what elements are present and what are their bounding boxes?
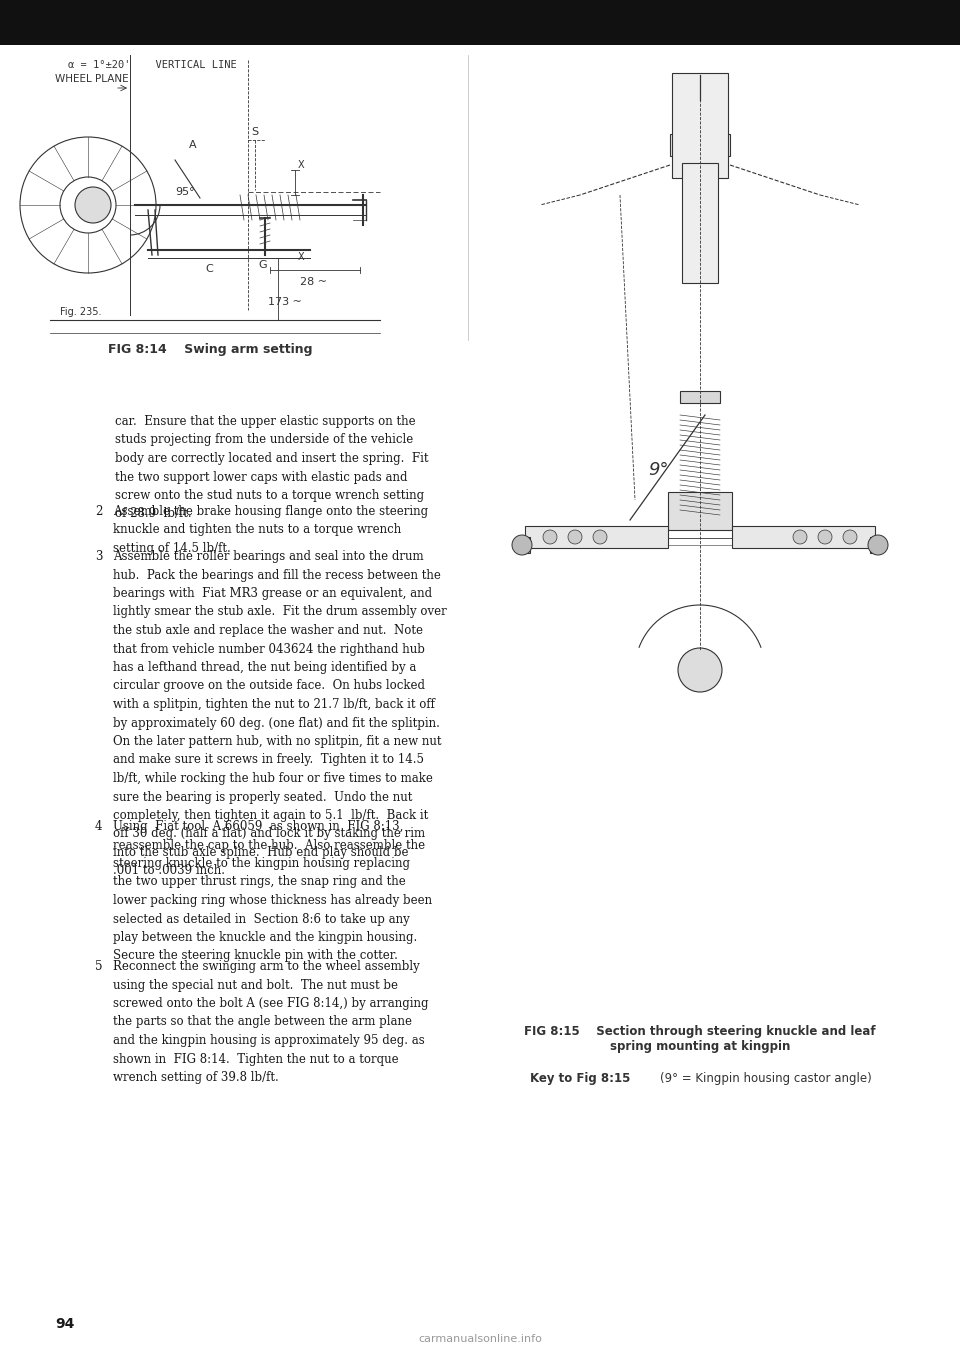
Bar xyxy=(678,120,722,139)
Text: Reconnect the swinging arm to the wheel assembly
using the special nut and bolt.: Reconnect the swinging arm to the wheel … xyxy=(113,960,428,1084)
Bar xyxy=(670,134,730,156)
Text: FIG 8:15    Section through steering knuckle and leaf
spring mounting at kingpin: FIG 8:15 Section through steering knuckl… xyxy=(524,1025,876,1052)
Circle shape xyxy=(512,535,532,555)
Bar xyxy=(693,77,707,100)
Text: Assemble the brake housing flange onto the steering
knuckle and tighten the nuts: Assemble the brake housing flange onto t… xyxy=(113,505,428,555)
Text: 5: 5 xyxy=(95,960,103,972)
Bar xyxy=(682,163,718,282)
Bar xyxy=(680,391,720,403)
Circle shape xyxy=(75,187,111,223)
Text: carmanualsonline.info: carmanualsonline.info xyxy=(418,1334,542,1344)
Text: 94: 94 xyxy=(55,1317,74,1331)
Text: car.  Ensure that the upper elastic supports on the
studs projecting from the un: car. Ensure that the upper elastic suppo… xyxy=(115,416,428,520)
Text: C: C xyxy=(205,263,213,274)
Bar xyxy=(520,536,530,553)
Text: (9° = Kingpin housing castor angle): (9° = Kingpin housing castor angle) xyxy=(660,1071,872,1085)
Text: WHEEL PLANE: WHEEL PLANE xyxy=(55,73,129,84)
Bar xyxy=(672,73,728,178)
Text: Assemble the roller bearings and seal into the drum
hub.  Pack the bearings and : Assemble the roller bearings and seal in… xyxy=(113,550,446,877)
Bar xyxy=(870,536,880,553)
Bar xyxy=(688,106,712,122)
Bar xyxy=(525,526,668,549)
Text: 4: 4 xyxy=(95,820,103,832)
Text: G: G xyxy=(258,259,267,270)
Text: X: X xyxy=(298,253,304,262)
Circle shape xyxy=(793,530,807,545)
Text: 28 ~: 28 ~ xyxy=(300,277,327,287)
Circle shape xyxy=(868,535,888,555)
Text: S: S xyxy=(252,128,258,137)
Text: 3: 3 xyxy=(95,550,103,564)
Bar xyxy=(0,0,960,45)
Circle shape xyxy=(568,530,582,545)
Text: α = 1°±20'    VERTICAL LINE: α = 1°±20' VERTICAL LINE xyxy=(68,60,237,71)
Text: Key to Fig 8:15: Key to Fig 8:15 xyxy=(530,1071,631,1085)
Circle shape xyxy=(593,530,607,545)
Text: 173 ~: 173 ~ xyxy=(268,297,301,307)
Text: FIG 8:14    Swing arm setting: FIG 8:14 Swing arm setting xyxy=(108,344,312,356)
Circle shape xyxy=(843,530,857,545)
Circle shape xyxy=(678,648,722,693)
Text: Fig. 235.: Fig. 235. xyxy=(60,307,102,316)
Text: X: X xyxy=(298,160,304,170)
Text: Using  Fiat tool  A.66059  as shown in  FIG 8:13,
reassemble the cap to the hub.: Using Fiat tool A.66059 as shown in FIG … xyxy=(113,820,432,963)
Text: 9°: 9° xyxy=(648,460,668,479)
Bar xyxy=(732,526,875,549)
Text: A: A xyxy=(189,140,197,149)
Circle shape xyxy=(818,530,832,545)
Bar xyxy=(668,492,732,530)
Text: 95°: 95° xyxy=(175,187,195,197)
Text: 2: 2 xyxy=(95,505,103,517)
Circle shape xyxy=(543,530,557,545)
